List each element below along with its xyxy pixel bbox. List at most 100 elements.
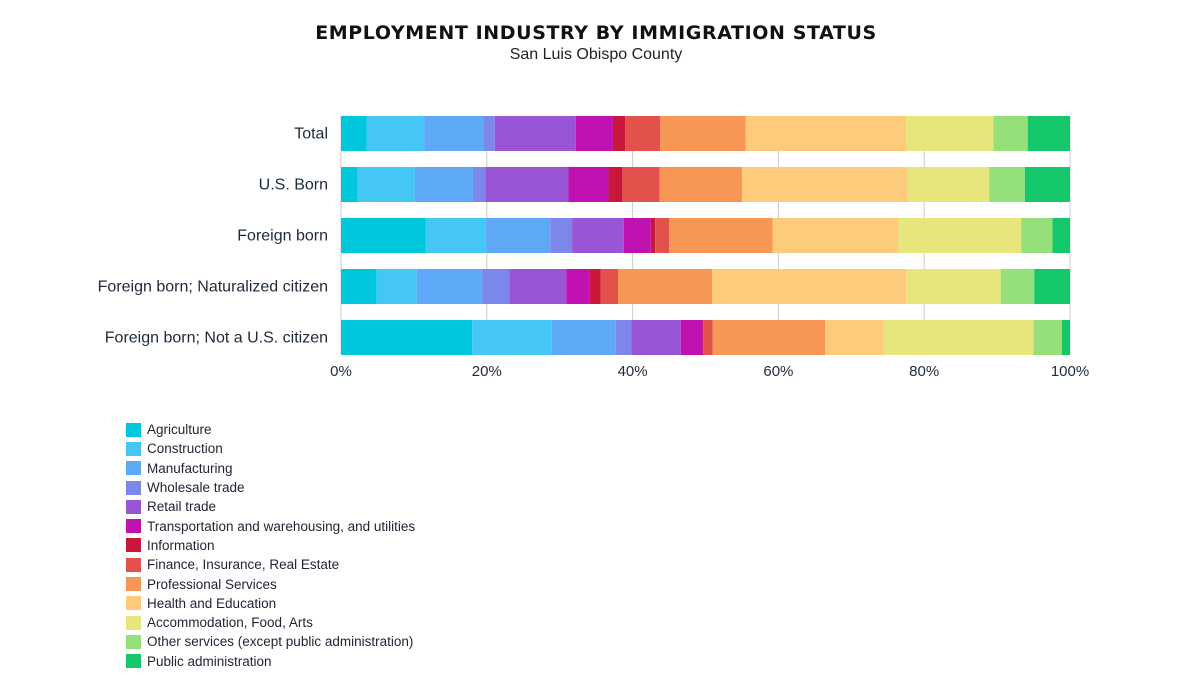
- bar-segment: [550, 218, 573, 253]
- legend-label: Other services (except public administra…: [147, 634, 414, 650]
- legend-item: Other services (except public administra…: [126, 632, 415, 651]
- bar-row: [341, 269, 1070, 304]
- bar-segment: [472, 320, 552, 355]
- bar-segment: [482, 269, 510, 304]
- bar-segment: [622, 167, 660, 202]
- bar-segment: [416, 269, 483, 304]
- legend-swatch: [126, 577, 141, 592]
- legend-item: Accommodation, Food, Arts: [126, 613, 415, 632]
- legend-label: Health and Education: [147, 595, 277, 611]
- bar-segment: [575, 116, 613, 151]
- bar-segment: [906, 269, 1001, 304]
- legend-swatch: [126, 480, 141, 495]
- legend-label: Information: [147, 537, 215, 553]
- legend-label: Construction: [147, 441, 223, 457]
- legend-swatch: [126, 519, 141, 534]
- bar-segment: [341, 320, 473, 355]
- legend-swatch: [126, 654, 141, 669]
- legend-label: Public administration: [147, 653, 272, 669]
- bar-segment: [669, 218, 773, 253]
- legend-item: Information: [126, 536, 415, 555]
- bar-segment: [551, 320, 616, 355]
- x-tick-label: 20%: [472, 363, 502, 380]
- legend: Agriculture Construction Manufacturing Whol…: [126, 420, 415, 671]
- bar-segment: [612, 116, 626, 151]
- stacked-bar-chart: Total U.S. Born Foreign born Foreign born; …: [98, 116, 1089, 380]
- bar-segment: [745, 116, 906, 151]
- bar-row: [341, 167, 1070, 202]
- category-label: Foreign born; Naturalized citizen: [98, 279, 328, 296]
- bar-segment: [615, 320, 632, 355]
- bar-segment: [414, 167, 473, 202]
- legend-item: Agriculture: [126, 420, 415, 439]
- legend-item: Public administration: [126, 652, 415, 671]
- bar-segment: [712, 320, 826, 355]
- bar-segment: [625, 116, 661, 151]
- bar-row: [341, 116, 1070, 151]
- bar-row: [341, 320, 1070, 355]
- bar-segment: [631, 320, 681, 355]
- bar-segment: [366, 116, 425, 151]
- category-label: Total: [294, 126, 328, 143]
- bar-segment: [425, 218, 487, 253]
- bar-segment: [1061, 320, 1070, 355]
- bar-segment: [1024, 167, 1070, 202]
- bar-segment: [907, 167, 990, 202]
- legend-label: Finance, Insurance, Real Estate: [147, 557, 340, 573]
- bar-segment: [1000, 269, 1035, 304]
- x-tick-label: 80%: [909, 363, 939, 380]
- category-labels: Total U.S. Born Foreign born Foreign born; …: [98, 126, 328, 347]
- legend-swatch: [126, 499, 141, 514]
- legend-label: Accommodation, Food, Arts: [147, 615, 313, 631]
- legend-swatch: [126, 538, 141, 553]
- x-tick-label: 100%: [1051, 363, 1089, 380]
- bar-segment: [702, 320, 704, 355]
- legend-label: Retail trade: [147, 499, 217, 515]
- legend-item: Finance, Insurance, Real Estate: [126, 555, 415, 574]
- legend-item: Transportation and warehousing, and util…: [126, 516, 415, 535]
- bar-segment: [341, 167, 358, 202]
- bars: [341, 116, 1070, 355]
- bar-segment: [660, 116, 746, 151]
- legend-swatch: [126, 461, 141, 476]
- legend-swatch: [126, 615, 141, 630]
- bar-segment: [825, 320, 884, 355]
- legend-label: Manufacturing: [147, 460, 233, 476]
- legend-label: Professional Services: [147, 576, 277, 592]
- bar-segment: [1027, 116, 1070, 151]
- legend-item: Professional Services: [126, 574, 415, 593]
- legend-item: Wholesale trade: [126, 478, 415, 497]
- legend-swatch: [126, 557, 141, 572]
- bar-segment: [485, 167, 569, 202]
- bar-segment: [357, 167, 415, 202]
- bar-segment: [650, 218, 656, 253]
- category-label: Foreign born: [237, 228, 328, 245]
- bar-segment: [1034, 269, 1070, 304]
- bar-segment: [589, 269, 601, 304]
- bar-segment: [905, 116, 994, 151]
- legend-item: Manufacturing: [126, 459, 415, 478]
- bar-segment: [572, 218, 624, 253]
- bar-segment: [341, 116, 367, 151]
- x-axis-ticks: 0% 20% 40% 60% 80% 100%: [330, 363, 1089, 380]
- bar-segment: [483, 116, 495, 151]
- bar-segment: [655, 218, 670, 253]
- legend-item: Health and Education: [126, 594, 415, 613]
- bar-segment: [494, 116, 576, 151]
- bar-segment: [568, 167, 609, 202]
- bar-segment: [898, 218, 1022, 253]
- legend-swatch: [126, 422, 141, 437]
- bar-segment: [341, 269, 377, 304]
- chart-subtitle: San Luis Obispo County: [509, 46, 683, 63]
- category-label: Foreign born; Not a U.S. citizen: [105, 330, 328, 347]
- bar-segment: [1052, 218, 1070, 253]
- bar-segment: [566, 269, 590, 304]
- bar-segment: [618, 269, 713, 304]
- bar-segment: [989, 167, 1025, 202]
- bar-segment: [680, 320, 703, 355]
- bar-segment: [993, 116, 1028, 151]
- bar-segment: [600, 269, 619, 304]
- bar-segment: [623, 218, 651, 253]
- category-label: U.S. Born: [259, 177, 328, 194]
- bar-segment: [608, 167, 623, 202]
